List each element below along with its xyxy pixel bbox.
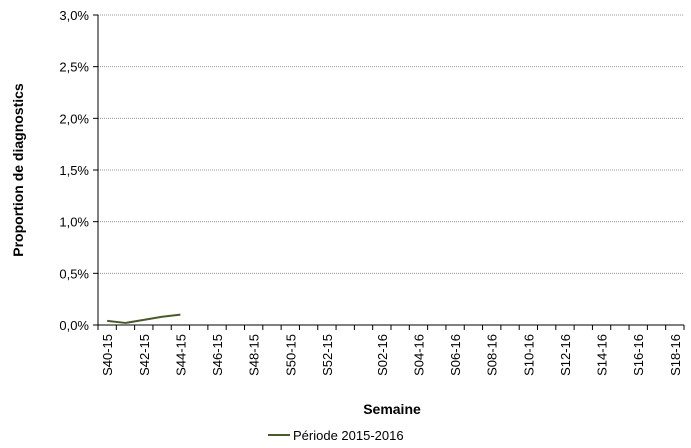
y-tick-label: 1,5% — [59, 163, 89, 178]
x-tick-label: S14-16 — [595, 334, 610, 376]
x-tick-label: S50-15 — [283, 334, 298, 376]
x-tick-label: S08-16 — [485, 334, 500, 376]
x-tick-label: S10-16 — [521, 334, 536, 376]
x-axis-title: Semaine — [363, 401, 421, 417]
y-tick-label: 3,0% — [59, 8, 89, 23]
x-tick-label: S42-15 — [137, 334, 152, 376]
y-tick-label: 0,0% — [59, 318, 89, 333]
axes — [93, 14, 685, 330]
series-line — [107, 313, 181, 324]
y-tick-label: 0,5% — [59, 266, 89, 281]
x-tick-label: S48-15 — [247, 334, 262, 376]
x-tick-label: S44-15 — [173, 334, 188, 376]
legend: Période 2015-2016 — [268, 428, 404, 443]
y-tick-label: 2,0% — [59, 111, 89, 126]
series-group — [107, 313, 181, 324]
legend-label: Période 2015-2016 — [293, 428, 404, 443]
x-tick-label: S46-15 — [210, 334, 225, 376]
x-tick-label: S52-15 — [320, 334, 335, 376]
x-tick-label: S40-15 — [100, 334, 115, 376]
x-tick-label: S04-16 — [411, 334, 426, 376]
y-tick-label: 2,5% — [59, 60, 89, 75]
x-tick-label: S06-16 — [448, 334, 463, 376]
gridlines — [98, 14, 684, 274]
x-tick-label: S12-16 — [558, 334, 573, 376]
x-tick-label: S02-16 — [375, 334, 390, 376]
y-tick-labels: 0,0% 0,5% 1,0% 1,5% 2,0% 2,5% 3,0% — [59, 8, 89, 333]
y-axis-title: Proportion de diagnostics — [10, 83, 26, 257]
x-tick-labels: S40-15 S42-15 S44-15 S46-15 S48-15 S50-15 S52-… — [100, 334, 683, 376]
y-tick-label: 1,0% — [59, 215, 89, 230]
x-tick-label: S16-16 — [631, 334, 646, 376]
x-tick-label: S18-16 — [668, 334, 683, 376]
